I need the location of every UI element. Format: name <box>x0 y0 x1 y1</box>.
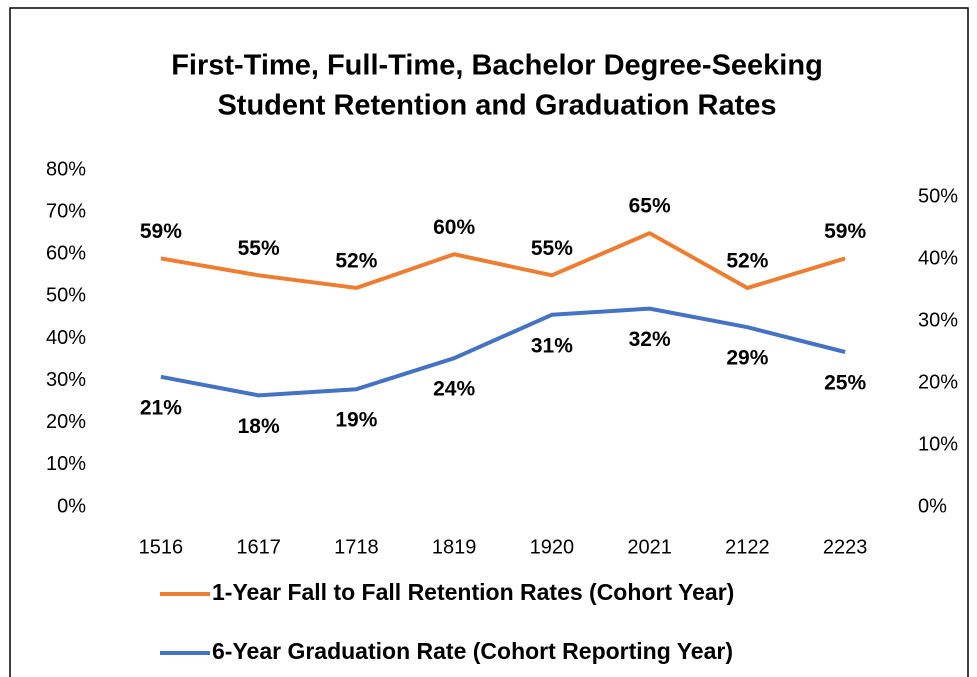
data-label: 19% <box>335 409 377 432</box>
y-tick-label: 80% <box>46 158 86 180</box>
data-label: 59% <box>824 220 866 243</box>
x-tick-label: 2021 <box>627 536 672 558</box>
x-tick-label: 2223 <box>823 536 868 558</box>
y-tick-label: 40% <box>46 327 86 349</box>
y2-tick-label: 10% <box>918 433 958 455</box>
chart-title: Student Retention and Graduation Rates <box>217 90 776 122</box>
data-label: 59% <box>140 220 182 243</box>
y-tick-label: 60% <box>46 243 86 265</box>
x-tick-label: 1617 <box>236 536 281 558</box>
x-tick-label: 2122 <box>725 536 770 558</box>
data-label: 21% <box>140 396 182 419</box>
data-label: 24% <box>433 378 475 401</box>
y-tick-label: 50% <box>46 285 86 307</box>
data-label: 29% <box>726 347 768 370</box>
x-tick-label: 1516 <box>139 536 184 558</box>
y2-tick-label: 20% <box>918 371 958 393</box>
chart-title: First-Time, Full-Time, Bachelor Degree-S… <box>171 50 823 82</box>
data-label: 31% <box>531 334 573 357</box>
data-label: 25% <box>824 372 866 395</box>
data-label: 32% <box>629 328 671 351</box>
legend-label: 1-Year Fall to Fall Retention Rates (Coh… <box>212 579 734 605</box>
series-line <box>160 231 846 290</box>
y2-tick-label: 50% <box>918 185 958 207</box>
chart-border <box>9 7 969 677</box>
y2-tick-label: 0% <box>918 495 947 517</box>
data-label: 55% <box>531 237 573 260</box>
data-label: 55% <box>238 237 280 260</box>
data-label: 65% <box>629 195 671 218</box>
y2-tick-label: 30% <box>918 309 958 331</box>
data-label: 60% <box>433 216 475 239</box>
x-tick-label: 1718 <box>334 536 379 558</box>
data-label: 52% <box>726 249 768 272</box>
y-tick-label: 70% <box>46 200 86 222</box>
x-tick-label: 1920 <box>530 536 575 558</box>
data-label: 52% <box>335 249 377 272</box>
y-tick-label: 20% <box>46 411 86 433</box>
data-label: 18% <box>238 415 280 438</box>
x-tick-label: 1819 <box>432 536 477 558</box>
y-tick-label: 30% <box>46 369 86 391</box>
y-tick-label: 0% <box>57 495 86 517</box>
series-line <box>160 306 846 398</box>
y-tick-label: 10% <box>46 453 86 475</box>
y2-tick-label: 40% <box>918 247 958 269</box>
legend-label: 6-Year Graduation Rate (Cohort Reporting… <box>212 638 733 664</box>
